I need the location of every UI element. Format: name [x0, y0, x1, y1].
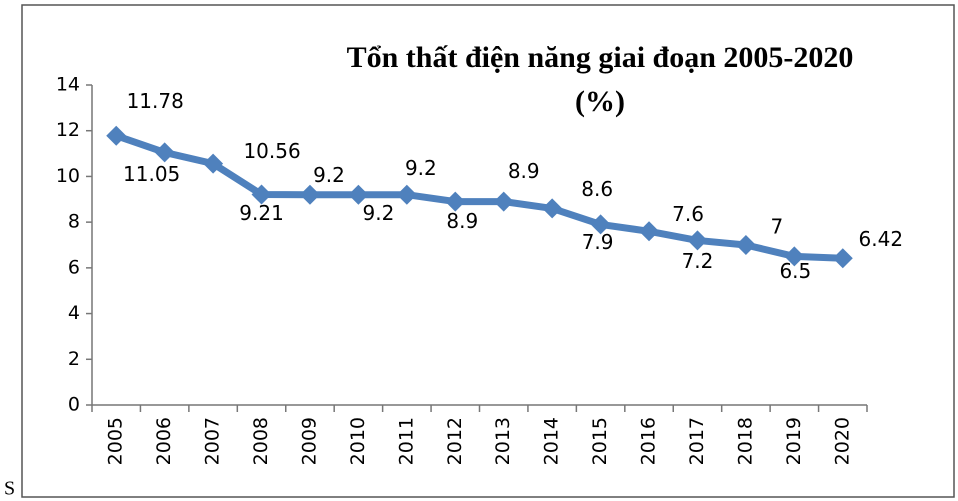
y-tick-label: 0	[68, 394, 80, 416]
x-tick-label: 2011	[395, 417, 417, 465]
data-label: 8.9	[508, 159, 540, 183]
x-tick-label: 2015	[589, 417, 611, 465]
x-tick-label: 2006	[153, 417, 175, 465]
x-tick-label: 2014	[541, 417, 563, 465]
data-label: 7.2	[682, 249, 714, 273]
x-tick-label: 2008	[250, 417, 272, 465]
data-label: 6.5	[779, 259, 811, 283]
marker	[735, 235, 756, 255]
y-tick-label: 8	[68, 211, 80, 233]
y-tick-label: 14	[56, 74, 80, 96]
x-tick-label: 2019	[783, 417, 805, 465]
data-label: 11.05	[123, 162, 180, 186]
marker	[542, 198, 563, 219]
data-label: 9.21	[239, 201, 284, 225]
y-tick-label: 12	[56, 119, 80, 141]
marker	[154, 142, 175, 163]
x-tick-label: 2009	[298, 417, 320, 465]
caption: S	[4, 478, 15, 500]
marker	[687, 230, 708, 251]
marker	[106, 125, 127, 146]
x-tick-label: 2012	[444, 417, 466, 465]
marker	[396, 184, 417, 205]
marker	[348, 184, 369, 205]
chart-title: Tổn thất điện năng giai đoạn 2005-2020	[347, 41, 854, 74]
data-label: 7.6	[672, 202, 704, 226]
data-label: 9.2	[363, 201, 395, 225]
x-tick-label: 2017	[686, 417, 708, 465]
data-line	[115, 132, 843, 262]
x-tick-label: 2010	[347, 417, 369, 465]
marker	[299, 184, 320, 205]
marker	[784, 246, 805, 267]
y-tick-label: 10	[56, 165, 80, 187]
data-label: 7.9	[582, 230, 614, 254]
marker	[445, 191, 466, 212]
data-label: 8.6	[581, 177, 613, 201]
marker	[251, 184, 272, 205]
data-label: 11.78	[127, 89, 184, 113]
x-tick-label: 2013	[492, 417, 514, 465]
y-tick-label: 4	[68, 302, 80, 324]
marker	[590, 214, 611, 235]
y-tick-label: 2	[68, 348, 80, 370]
data-label: 9.2	[313, 163, 345, 187]
marker	[493, 191, 514, 212]
data-label: 10.56	[243, 139, 300, 163]
x-tick-label: 2005	[105, 417, 127, 465]
data-label: 6.42	[859, 227, 904, 251]
chart-subtitle: (%)	[575, 85, 625, 118]
x-tick-label: 2018	[734, 417, 756, 465]
y-tick-label: 6	[68, 256, 80, 278]
data-label: 7	[771, 215, 784, 239]
data-label: 8.9	[446, 209, 478, 233]
x-tick-label: 2007	[202, 417, 224, 465]
marker	[832, 248, 853, 269]
x-tick-label: 2016	[638, 417, 660, 465]
data-label: 9.2	[405, 156, 437, 180]
x-tick-label: 2020	[831, 417, 853, 465]
marker	[203, 153, 224, 174]
marker	[639, 221, 660, 242]
